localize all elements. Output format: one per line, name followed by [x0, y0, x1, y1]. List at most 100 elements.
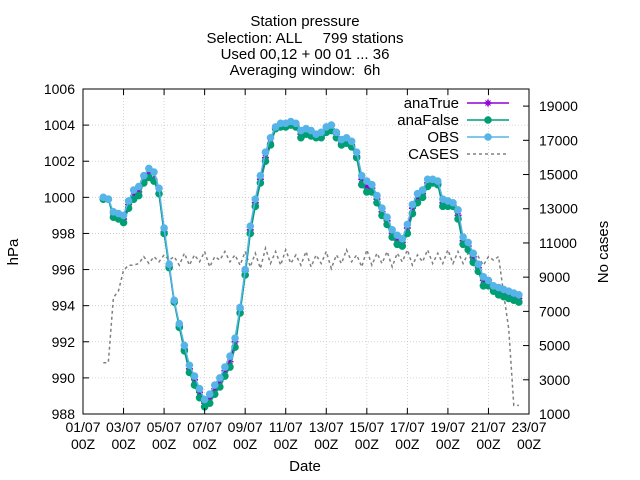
x-tick-label: 09/07	[228, 419, 263, 435]
series-anafalse-point	[398, 242, 407, 250]
series-obs-point	[195, 384, 204, 393]
legend-label-anatrue: anaTrue	[404, 95, 459, 112]
y-tick-label: 1006	[44, 81, 75, 97]
x-tick-label-time: 00Z	[111, 436, 136, 452]
series-obs-point	[398, 235, 407, 243]
title-line-3: Used 00,12 + 00 01 ... 36	[221, 46, 390, 63]
series-obs-line	[103, 120, 520, 401]
series-obs-point	[226, 352, 234, 361]
title-line-4: Averaging window: 6h	[230, 62, 381, 79]
x-tick-label: 03/07	[106, 419, 141, 435]
legend-marker-anatrue	[484, 99, 492, 107]
legend-label-anafalse: anaFalse	[397, 112, 459, 129]
x-tick-label-time: 00Z	[476, 436, 501, 452]
series-obs-point	[216, 374, 224, 382]
title-line-1: Station pressure	[250, 13, 359, 30]
series-obs-point	[241, 265, 249, 274]
series-obs-point	[373, 191, 381, 200]
series-obs-point	[408, 200, 417, 209]
series-obs-point	[459, 233, 467, 241]
series-obs-point	[403, 220, 412, 229]
series-obs-point	[393, 231, 402, 240]
series-obs-point	[256, 171, 265, 180]
legend-marker-obs	[484, 133, 492, 141]
legend-entry-obs: OBS	[427, 129, 509, 146]
series-obs-point	[246, 222, 255, 231]
y2-tick-label: 13000	[539, 201, 578, 217]
x-tick-label-time: 00Z	[233, 436, 258, 452]
x-tick-label-time: 00Z	[71, 436, 96, 452]
x-tick-label: 05/07	[147, 419, 182, 435]
y-tick-label: 1002	[44, 153, 75, 169]
series-obs-point	[266, 133, 275, 142]
series-obs-point	[150, 168, 158, 176]
series-obs-point	[205, 390, 214, 398]
y-tick-label: 998	[52, 225, 76, 241]
series-obs-point	[140, 171, 148, 180]
series-obs-point	[210, 381, 219, 389]
series-anafalse-point	[134, 191, 143, 200]
series-obs-point	[352, 148, 361, 156]
series-obs-point	[251, 195, 260, 203]
x-tick-label-time: 00Z	[517, 436, 542, 452]
series-obs-point	[292, 119, 300, 128]
series-layer	[99, 117, 523, 411]
legend-marker-anafalse	[484, 116, 492, 124]
series-obs-point	[484, 276, 493, 285]
y-axis-label: hPa	[5, 238, 22, 265]
y-tick-label: 996	[52, 262, 76, 278]
series-anafalse-point	[297, 133, 305, 142]
series-obs-point	[368, 180, 376, 189]
axis-ticks: 01/0700Z03/0700Z05/0700Z07/0700Z09/0700Z…	[44, 81, 578, 452]
y2-tick-label: 15000	[539, 167, 578, 183]
series-obs-point	[479, 272, 488, 281]
x-tick-label: 07/07	[187, 419, 222, 435]
plot-frame	[82, 88, 530, 415]
series-obs-point	[190, 372, 199, 380]
series-obs-point	[464, 238, 472, 247]
x-tick-label-time: 00Z	[193, 436, 218, 452]
series-cases	[103, 245, 519, 407]
series-obs-point	[469, 249, 478, 258]
legend-label-obs: OBS	[427, 129, 459, 146]
series-obs-point	[342, 133, 351, 142]
y2-tick-label: 17000	[539, 132, 578, 148]
series-obs-point	[332, 128, 341, 137]
series-obs-point	[119, 211, 128, 220]
title-line-2: Selection: ALL 799 stations	[206, 30, 403, 47]
series-obs-point	[155, 184, 163, 193]
series-anafalse-point	[357, 180, 366, 189]
y-tick-label: 1004	[44, 117, 75, 133]
series-anafalse-point	[205, 399, 214, 407]
y2-axis-label: No cases	[595, 221, 612, 284]
chart-title: Station pressure Selection: ALL 799 stat…	[206, 13, 403, 79]
series-anafalse-point	[119, 218, 128, 227]
series-obs-point	[200, 395, 209, 404]
series-obs-point	[433, 177, 442, 185]
series-obs-point	[231, 334, 239, 342]
x-tick-label: 11/07	[269, 419, 303, 435]
series-obs-point	[104, 195, 113, 203]
series-obs-point	[307, 126, 315, 135]
x-tick-label: 15/07	[349, 419, 384, 435]
series-obs-point	[363, 177, 371, 185]
series-obs-point	[383, 213, 391, 221]
series-obs-point	[449, 198, 457, 207]
series-obs-point	[185, 361, 194, 370]
series-obs-point	[271, 123, 280, 131]
series-obs-point	[175, 319, 184, 328]
series-obs-point	[418, 186, 427, 194]
series-obs-point	[261, 148, 270, 156]
series-obs-point	[221, 363, 229, 371]
y-tick-label: 994	[52, 298, 76, 314]
y2-tick-label: 19000	[539, 98, 578, 114]
y-tick-label: 988	[52, 406, 76, 422]
y-tick-label: 990	[52, 370, 76, 386]
y-tick-label: 992	[52, 334, 76, 350]
series-anafalse-point	[515, 298, 523, 306]
y2-tick-label: 11000	[539, 235, 577, 251]
x-tick-label: 21/07	[471, 419, 506, 435]
series-obs-point	[170, 296, 179, 305]
